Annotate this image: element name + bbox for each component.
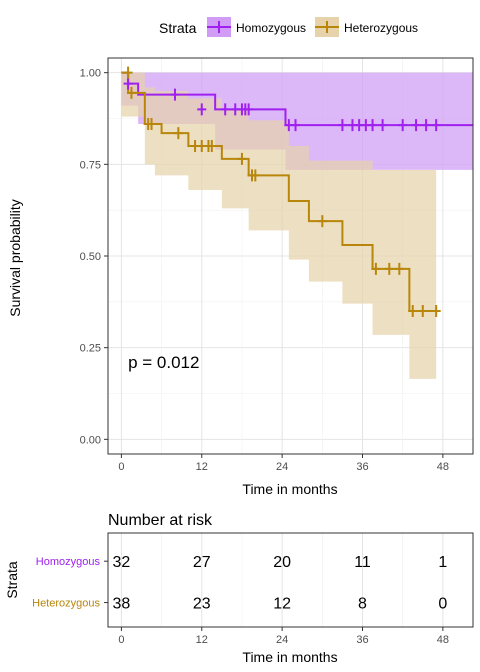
risk-cell: 11 <box>354 554 371 571</box>
x-tick-label: 24 <box>276 461 288 473</box>
x-tick-label: 0 <box>118 461 124 473</box>
risk-cell: 0 <box>438 596 447 613</box>
censor-marks <box>123 66 441 317</box>
censor-mark-heterozygous <box>250 169 260 182</box>
censor-mark-homozygous <box>337 119 347 132</box>
legend-key-homozygous <box>207 17 231 37</box>
x-tick-label: 36 <box>356 461 368 473</box>
y-tick-label: 1.00 <box>80 68 101 80</box>
risk-cell: 27 <box>193 554 211 571</box>
censor-mark-heterozygous <box>431 305 441 317</box>
risk-table-x-ticks: 0 12 24 36 48 <box>118 627 449 646</box>
risk-cell: 38 <box>112 596 130 613</box>
censor-mark-heterozygous <box>317 215 327 228</box>
legend-key-heterozygous <box>315 17 339 37</box>
risk-cell: 32 <box>112 554 130 571</box>
risk-cell: 8 <box>358 596 367 613</box>
legend-label-heterozygous: Heterozygous <box>344 21 418 35</box>
censor-mark-heterozygous <box>126 86 136 99</box>
legend-label-homozygous: Homozygous <box>236 21 306 35</box>
censor-mark-heterozygous <box>147 118 157 130</box>
censor-mark-homozygous <box>197 103 207 116</box>
risk-table-background <box>108 533 473 627</box>
risk-table-grid <box>120 533 444 627</box>
censor-mark-homozygous <box>421 119 431 132</box>
curve-heterozygous <box>121 71 437 312</box>
censor-mark-homozygous <box>378 119 388 132</box>
censor-mark-homozygous <box>398 119 408 132</box>
risk-cell: 23 <box>193 596 211 613</box>
x-tick-label: 12 <box>196 461 208 473</box>
risk-table: Number at risk 32 27 20 11 138 23 12 8 0 Homozyg… <box>4 512 474 665</box>
y-tick-label: 0.00 <box>80 434 101 446</box>
risk-x-tick-label: 36 <box>356 634 368 646</box>
censor-mark-homozygous <box>411 119 421 132</box>
censor-mark-homozygous <box>123 77 133 90</box>
risk-table-row-labels: Homozygous Heterozygous <box>32 556 108 610</box>
y-tick-label: 0.25 <box>80 343 101 355</box>
censor-mark-homozygous <box>368 119 378 132</box>
risk-row-label-homozygous: Homozygous <box>36 556 101 568</box>
risk-cell: 20 <box>273 554 291 571</box>
censor-mark-homozygous <box>431 119 441 132</box>
risk-table-cells: 32 27 20 11 138 23 12 8 0 <box>112 554 447 612</box>
risk-row-label-heterozygous: Heterozygous <box>32 598 100 610</box>
band-heterozygous <box>121 72 437 379</box>
censor-mark-heterozygous <box>207 140 217 152</box>
risk-cell: 1 <box>438 554 447 571</box>
legend: Strata Homozygous Heterozygous <box>159 17 418 37</box>
y-axis-ticks: 0.00 0.25 0.50 0.75 1.00 <box>80 68 108 446</box>
censor-mark-heterozygous <box>394 262 404 275</box>
x-axis-title: Time in months <box>242 481 337 497</box>
y-tick-label: 0.75 <box>80 159 101 171</box>
p-value-annotation: p = 0.012 <box>128 353 199 372</box>
risk-table-x-title: Time in months <box>242 649 337 665</box>
risk-cell: 12 <box>273 596 291 613</box>
y-axis-title: Survival probability <box>7 199 23 317</box>
confidence-bands <box>121 72 473 379</box>
censor-mark-heterozygous <box>408 305 418 317</box>
risk-table-title: Number at risk <box>108 512 213 529</box>
censor-mark-heterozygous <box>237 152 247 165</box>
censor-mark-heterozygous <box>384 262 394 275</box>
risk-x-tick-label: 0 <box>118 634 124 646</box>
censor-mark-homozygous <box>291 119 301 132</box>
censor-mark-homozygous <box>220 103 230 116</box>
censor-mark-homozygous <box>244 103 254 116</box>
censor-mark-heterozygous <box>123 66 133 79</box>
survival-plot: 0.00 0.25 0.50 0.75 1.00 0 12 24 36 48 p = 0.012… <box>7 57 474 497</box>
risk-x-tick-label: 48 <box>437 634 449 646</box>
risk-table-border <box>107 532 474 628</box>
censor-mark-heterozygous <box>371 262 381 275</box>
censor-mark-homozygous <box>170 88 180 101</box>
risk-x-tick-label: 24 <box>276 634 288 646</box>
risk-table-y-title: Strata <box>4 561 20 599</box>
x-axis-ticks: 0 12 24 36 48 <box>118 454 449 473</box>
x-tick-label: 48 <box>437 461 449 473</box>
legend-title: Strata <box>159 20 197 36</box>
risk-x-tick-label: 12 <box>196 634 208 646</box>
censor-mark-heterozygous <box>418 305 428 317</box>
y-tick-label: 0.50 <box>80 251 101 263</box>
censor-mark-heterozygous <box>173 127 183 140</box>
band-homozygous <box>121 72 473 170</box>
